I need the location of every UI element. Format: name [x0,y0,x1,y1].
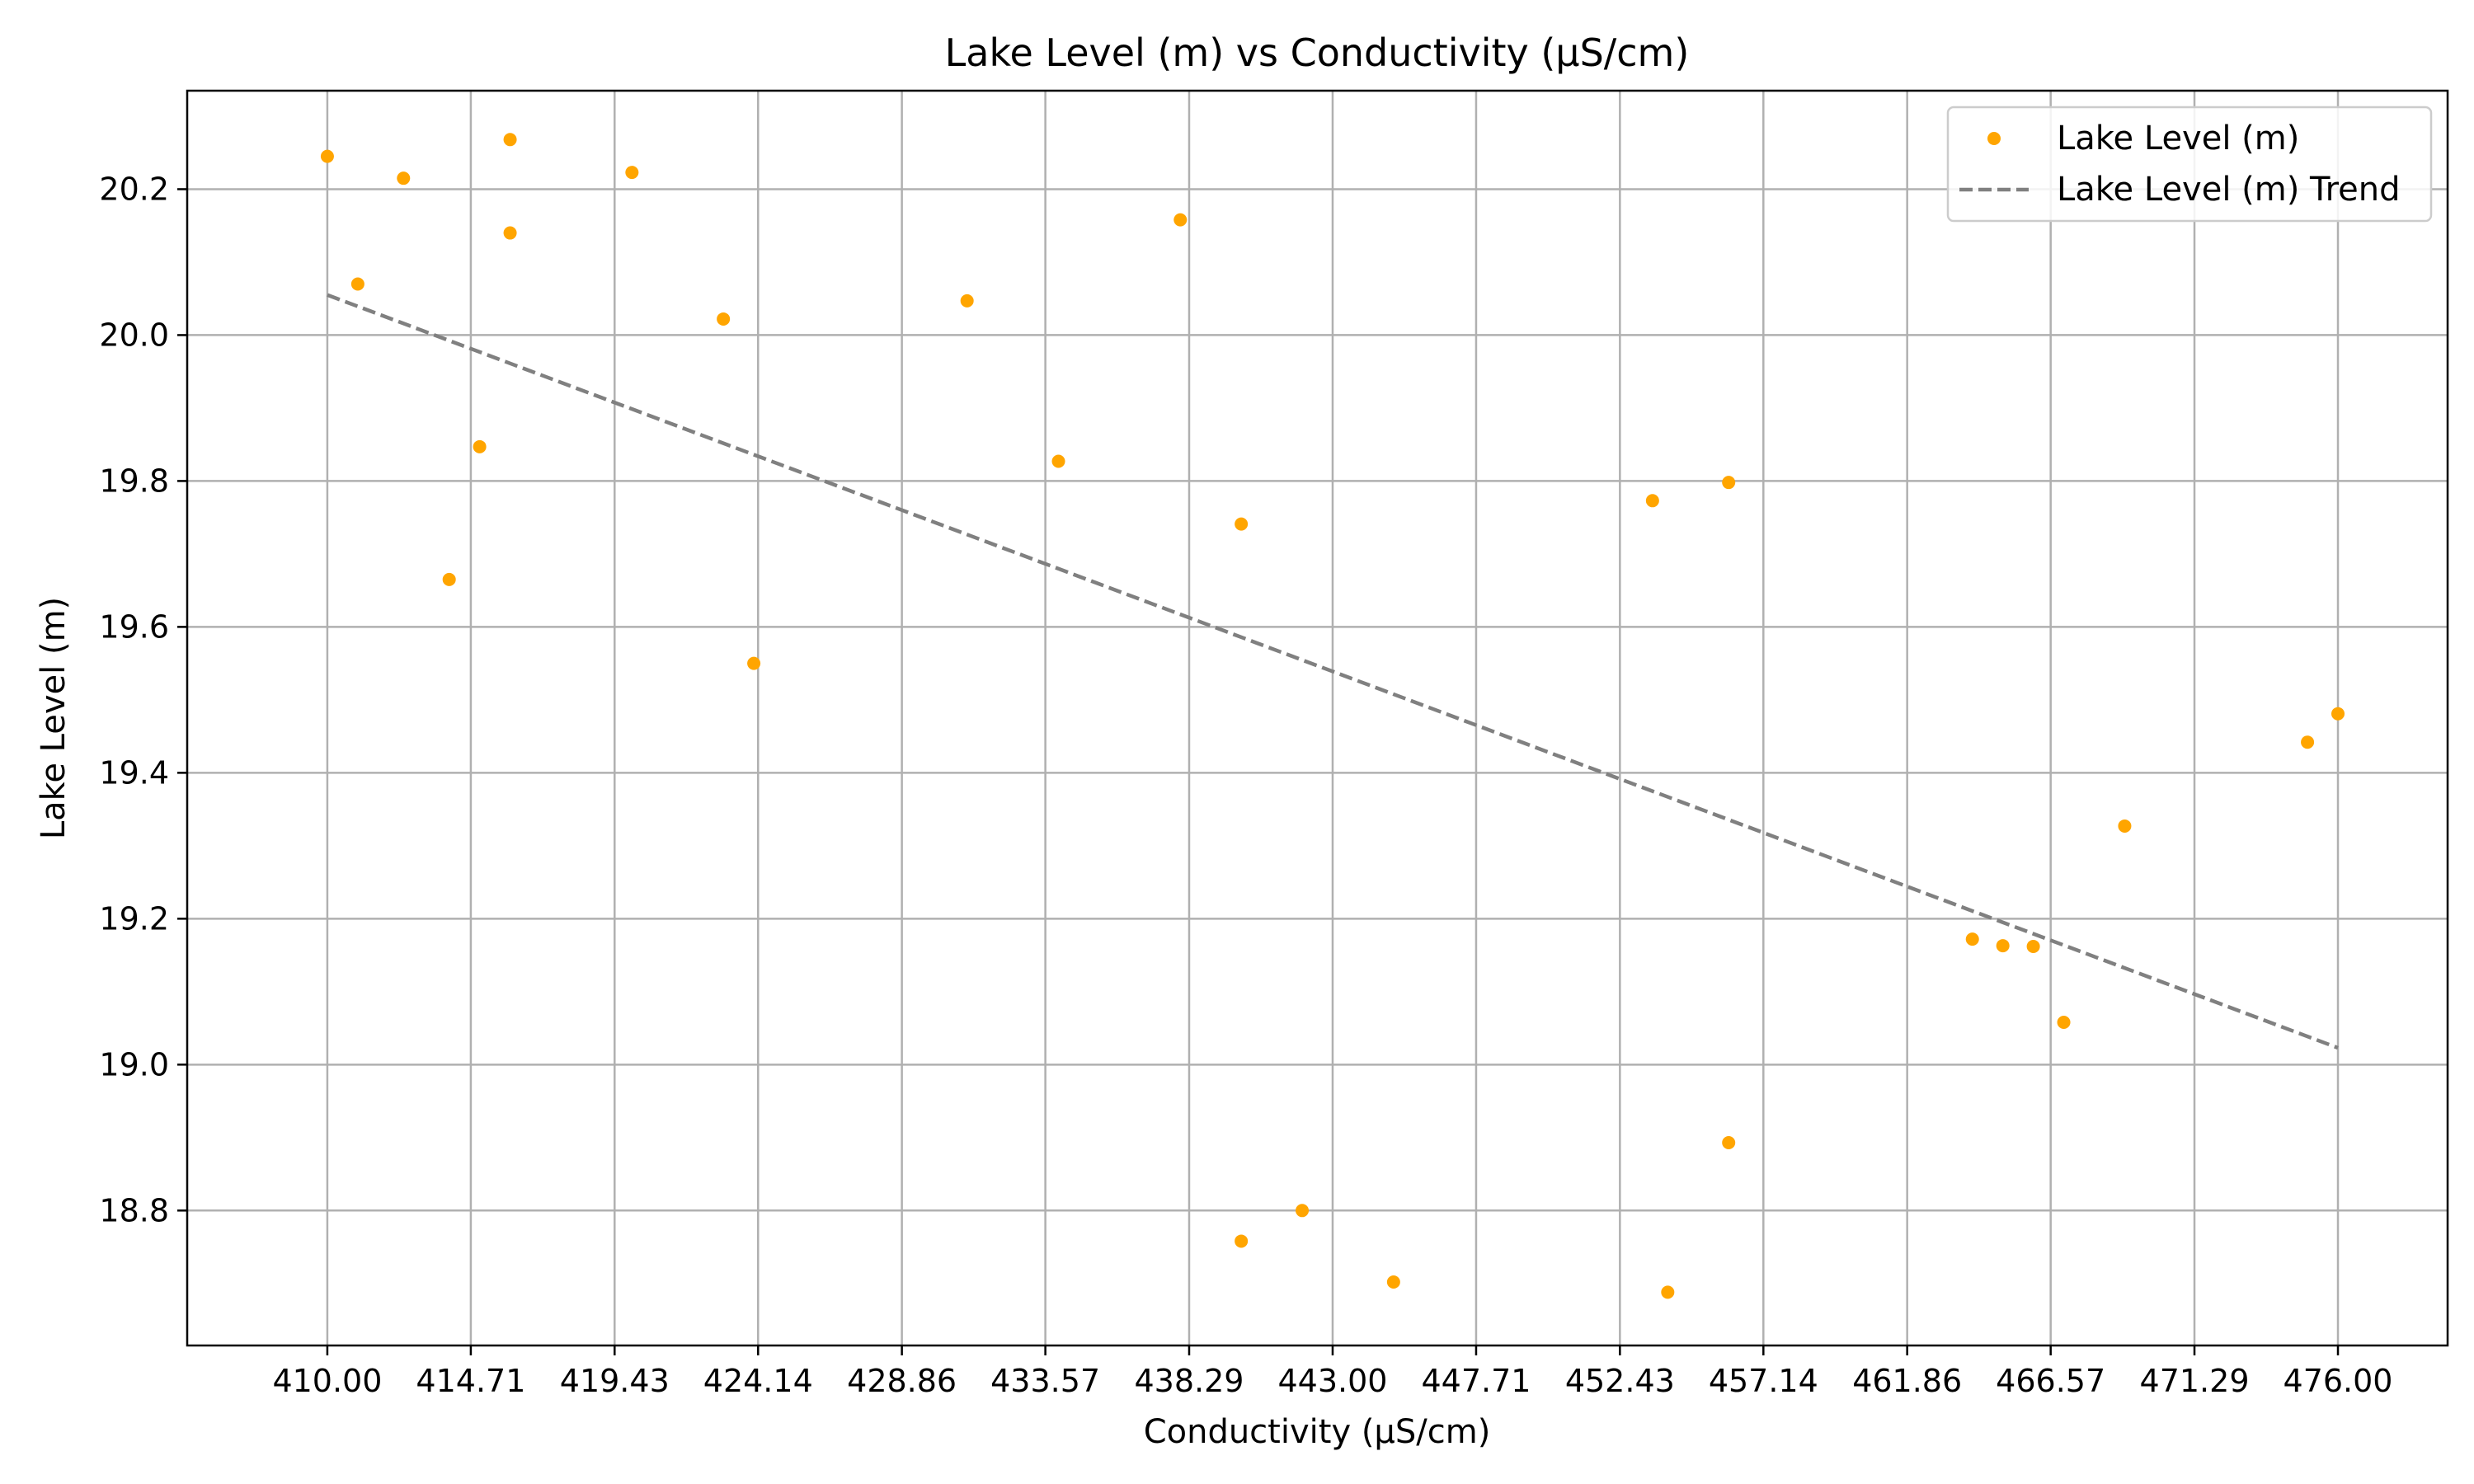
x-tick-label: 414.71 [416,1363,525,1399]
y-axis-title: Lake Level (m) [35,597,73,839]
data-point [2331,707,2345,721]
x-tick-label: 433.57 [990,1363,1100,1399]
data-point [1235,1234,1249,1248]
x-axis-ticks: 410.00 414.71 419.43 424.14 428.86 433.57 438.… [272,1345,2392,1399]
x-axis-title: Conductivity (µS/cm) [1144,1413,1491,1451]
y-axis-ticks: 18.8 19.0 19.2 19.4 19.6 19.8 20.0 20.2 [99,171,187,1228]
trend-line-layer [327,293,2339,1050]
data-point [1386,1275,1400,1289]
data-point [1296,1204,1310,1218]
data-point [320,149,334,163]
data-point [1235,517,1249,531]
legend-label-points: Lake Level (m) [2057,120,2299,157]
x-tick-label: 466.57 [1996,1363,2105,1399]
x-tick-label: 419.43 [560,1363,670,1399]
plot-frame [186,89,2449,1347]
data-point [503,133,517,147]
x-tick-label: 461.86 [1852,1363,1962,1399]
data-point [1722,1136,1736,1150]
data-point [1661,1285,1675,1299]
y-tick-label: 19.8 [99,463,169,499]
x-tick-label: 424.14 [703,1363,813,1399]
data-point [2301,735,2315,749]
x-tick-label: 428.86 [847,1363,957,1399]
data-point [717,312,731,326]
x-tick-label: 447.71 [1421,1363,1531,1399]
legend: Lake Level (m) Lake Level (m) Trend [1946,106,2433,223]
data-point [442,572,456,586]
y-tick-label: 19.6 [99,608,169,645]
y-tick-label: 19.2 [99,900,169,937]
chart-title: Lake Level (m) vs Conductivity (µS/cm) [945,31,1690,75]
trend-line [327,293,2339,1050]
data-point [2057,1015,2071,1029]
y-tick-label: 19.4 [99,754,169,791]
x-tick-label: 443.00 [1277,1363,1387,1399]
y-tick-label: 19.0 [99,1046,169,1082]
data-point [1174,213,1188,227]
data-point [1722,476,1736,490]
data-point [747,656,761,670]
data-point [397,171,411,186]
data-point [473,439,487,453]
data-point [1996,939,2010,953]
data-point [1645,494,1659,508]
data-point [2118,819,2132,833]
x-tick-label: 457.14 [1709,1363,1818,1399]
legend-marker-points [1987,132,2001,145]
legend-box [1946,106,2433,223]
y-tick-label: 20.0 [99,317,169,353]
x-tick-label: 471.29 [2140,1363,2250,1399]
x-tick-label: 410.00 [272,1363,382,1399]
data-point [625,166,639,180]
y-tick-label: 18.8 [99,1192,169,1228]
data-point [1051,454,1065,468]
x-tick-label: 476.00 [2284,1363,2393,1399]
data-point [1965,932,1979,946]
x-tick-label: 452.43 [1565,1363,1675,1399]
data-point [503,226,517,240]
data-points [320,133,2345,1299]
data-point [960,294,974,308]
data-point [350,277,365,291]
data-point [2026,939,2040,953]
legend-label-trend: Lake Level (m) Trend [2057,171,2401,209]
x-tick-label: 438.29 [1134,1363,1244,1399]
y-tick-label: 20.2 [99,171,169,207]
